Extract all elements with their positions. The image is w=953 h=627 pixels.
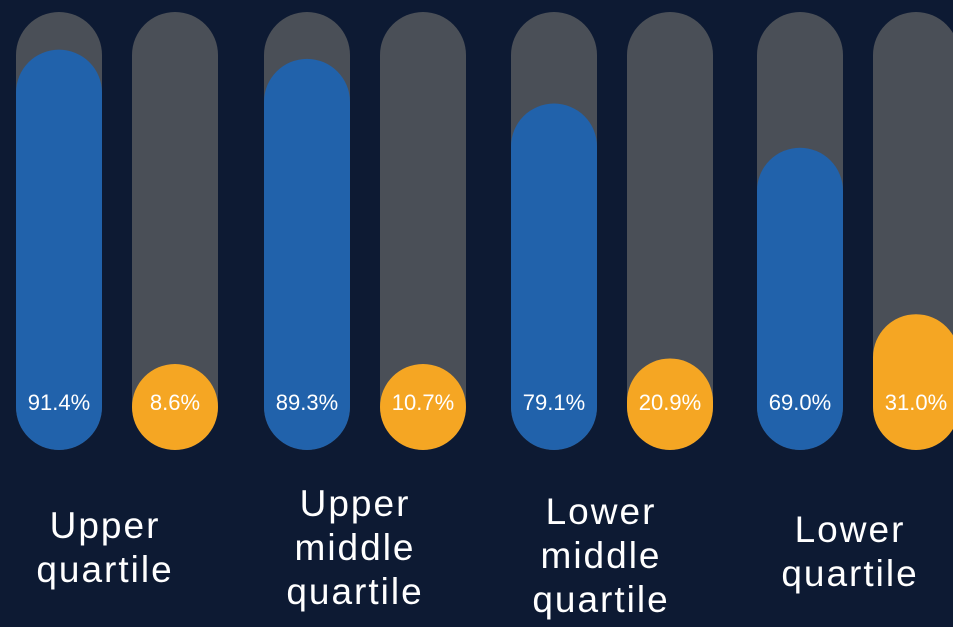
category-label-upper-middle-quartile: Upper middle quartile bbox=[286, 483, 424, 612]
bar-upper-quartile-blue bbox=[16, 49, 102, 450]
value-label-lower-quartile-orange: 31.0% bbox=[885, 390, 947, 415]
bar-lower-quartile-blue bbox=[757, 147, 843, 450]
category-label-lower-quartile: Lower quartile bbox=[781, 509, 919, 594]
category-label-upper-quartile: Upper quartile bbox=[36, 505, 174, 590]
value-label-upper-middle-quartile-blue: 89.3% bbox=[276, 390, 338, 415]
bar-upper-middle-quartile-blue bbox=[264, 58, 350, 451]
value-label-upper-middle-quartile-orange: 10.7% bbox=[392, 390, 454, 415]
bar-track-upper-quartile-orange bbox=[132, 12, 218, 450]
bar-lower-middle-quartile-blue bbox=[511, 103, 597, 451]
value-label-upper-quartile-orange: 8.6% bbox=[150, 390, 200, 415]
bar-upper-middle-quartile-orange bbox=[380, 364, 466, 450]
value-label-lower-middle-quartile-orange: 20.9% bbox=[639, 390, 701, 415]
bar-track-lower-middle-quartile-orange bbox=[627, 12, 713, 450]
bar-upper-quartile-orange bbox=[132, 364, 218, 450]
value-label-lower-middle-quartile-blue: 79.1% bbox=[523, 390, 585, 415]
category-label-lower-middle-quartile: Lower middle quartile bbox=[532, 491, 670, 620]
bar-lower-middle-quartile-orange bbox=[627, 358, 713, 450]
value-label-upper-quartile-blue: 91.4% bbox=[28, 390, 90, 415]
bar-lower-quartile-orange bbox=[873, 314, 953, 450]
value-label-lower-quartile-blue: 69.0% bbox=[769, 390, 831, 415]
bar-track-upper-middle-quartile-orange bbox=[380, 12, 466, 450]
